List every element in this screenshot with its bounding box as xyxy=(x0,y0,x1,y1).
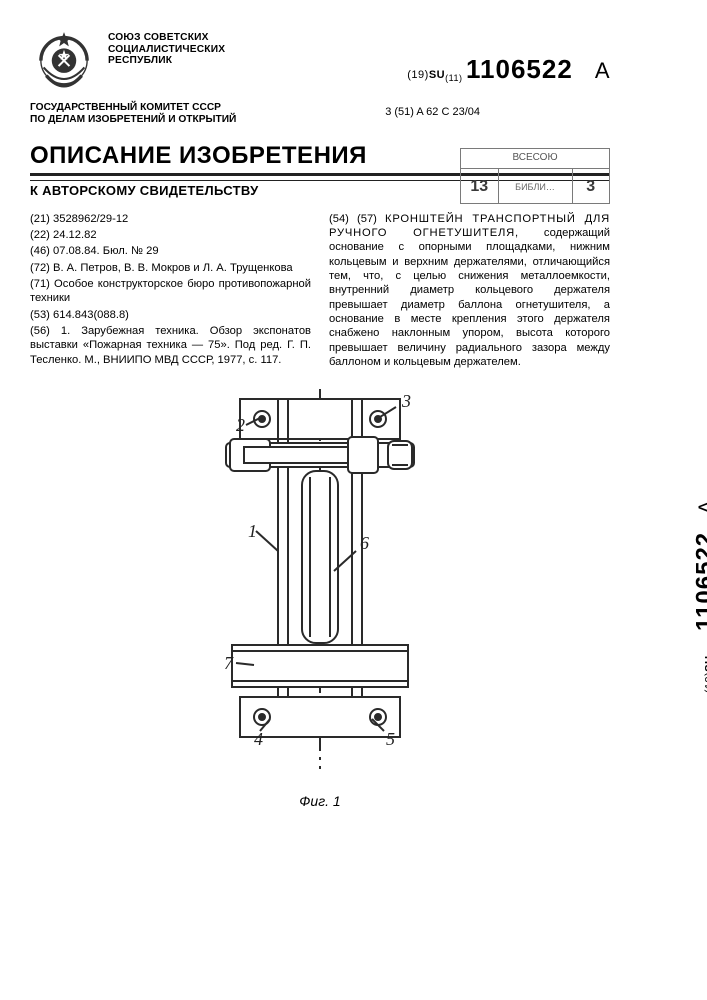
fig-label-7: 7 xyxy=(224,653,234,673)
field-46: (46) 07.08.84. Бюл. № 29 xyxy=(30,244,311,258)
figure-caption: Фиг. 1 xyxy=(30,793,610,809)
fig-label-6: 6 xyxy=(360,533,369,553)
ipc-classification: 3 (51) A 62 C 23/04 xyxy=(385,102,610,118)
fig-label-2: 2 xyxy=(236,415,245,435)
fig-label-3: 3 xyxy=(401,391,411,411)
left-column: (21) 3528962/29-12 (22) 24.12.82 (46) 07… xyxy=(30,212,311,372)
field-56: (56) 1. Зарубежная техника. Обзор экспон… xyxy=(30,324,311,367)
right-column: (54) (57) КРОНШТЕЙН ТРАНСПОРТНЫЙ ДЛЯ РУЧ… xyxy=(329,212,610,372)
field-21: (21) 3528962/29-12 xyxy=(30,212,311,226)
abstract-text: (54) (57) КРОНШТЕЙН ТРАНСПОРТНЫЙ ДЛЯ РУЧ… xyxy=(329,212,610,370)
field-71: (71) Особое конструкторское бюро противо… xyxy=(30,277,311,306)
committee-label: ГОСУДАРСТВЕННЫЙ КОМИТЕТ СССР ПО ДЕЛАМ ИЗ… xyxy=(30,102,270,125)
document-number: (19)SU(11) 1106522A xyxy=(407,28,610,85)
field-22: (22) 24.12.82 xyxy=(30,228,311,242)
field-72: (72) В. А. Петров, В. В. Мокров и Л. А. … xyxy=(30,261,311,275)
figure-1: 1 2 3 4 5 6 7 xyxy=(30,381,610,791)
fig-label-5: 5 xyxy=(386,729,395,749)
union-label: СОЮЗ СОВЕТСКИХ СОЦИАЛИСТИЧЕСКИХ РЕСПУБЛИ… xyxy=(108,28,278,67)
library-stamp: ВСЕСОЮ 13 БИБЛИ… 3 xyxy=(460,148,610,204)
body-columns: (21) 3528962/29-12 (22) 24.12.82 (46) 07… xyxy=(30,212,610,372)
field-53: (53) 614.843(088.8) xyxy=(30,308,311,322)
state-emblem-icon xyxy=(30,28,98,96)
fig-label-1: 1 xyxy=(248,521,257,541)
side-document-number: (19)SU (11) 1106522A xyxy=(691,500,707,693)
fig-label-4: 4 xyxy=(254,729,263,749)
